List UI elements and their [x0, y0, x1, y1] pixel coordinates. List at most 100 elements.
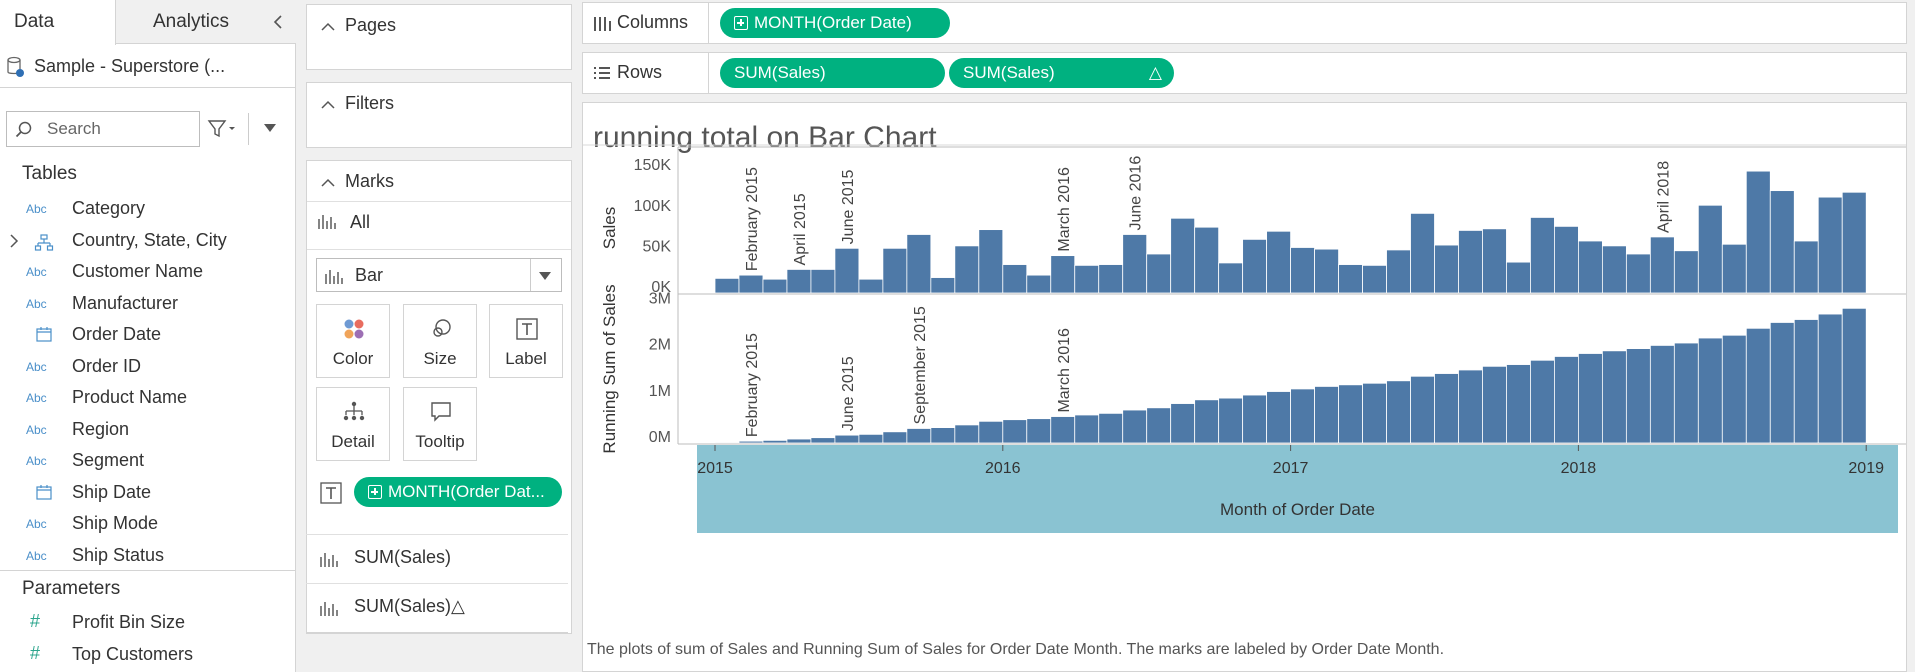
parameter-item[interactable]: # Profit Bin Size — [0, 608, 296, 639]
search-input[interactable] — [45, 116, 195, 142]
running-sum-bar — [858, 433, 884, 444]
field-search-box[interactable] — [6, 111, 200, 147]
field-item[interactable]: Abc Region — [0, 415, 296, 446]
chevron-right-icon[interactable] — [8, 233, 20, 248]
running-sum-bar — [1098, 412, 1124, 444]
tab-data[interactable]: Data — [0, 0, 116, 45]
sales-tick-label: 150K — [634, 157, 672, 174]
columns-pill-text: MONTH(Order Date) — [754, 13, 912, 32]
divider — [307, 249, 571, 250]
field-name: Ship Status — [72, 544, 165, 565]
collapse-pane-icon[interactable] — [268, 12, 288, 32]
plus-box-icon — [734, 16, 748, 30]
date-type-icon — [36, 484, 52, 500]
sales-bar — [858, 278, 884, 294]
running-sum-bar — [1218, 397, 1244, 444]
datasource-item[interactable]: Sample - Superstore (... — [0, 46, 296, 88]
search-icon — [15, 121, 32, 138]
running-sum-bar — [1721, 334, 1747, 444]
columns-shelf[interactable]: Columns MONTH(Order Date) — [582, 2, 1907, 44]
running-sum-bar — [954, 424, 980, 444]
sales-bar — [810, 269, 836, 294]
detail-button[interactable]: Detail — [316, 387, 390, 461]
field-item[interactable]: Abc Ship Mode — [0, 509, 296, 540]
field-item[interactable]: Ship Date — [0, 478, 296, 509]
chevron-down-icon — [539, 272, 551, 280]
field-item[interactable]: Abc Customer Name — [0, 257, 296, 288]
divider — [248, 113, 249, 145]
running-sum-tick-label: 0M — [649, 429, 671, 446]
pane-menu-dropdown-icon[interactable] — [263, 123, 277, 133]
field-item[interactable]: Abc Ship Status — [0, 541, 296, 572]
tooltip-button[interactable]: Tooltip — [403, 387, 477, 461]
marks-tab-label: SUM(Sales) — [354, 547, 452, 567]
field-item[interactable]: Abc Product Name — [0, 383, 296, 414]
marks-all-tab[interactable]: All — [318, 212, 370, 233]
bar-chart-icon — [320, 553, 338, 567]
pages-card-header[interactable]: Pages — [321, 15, 396, 36]
x-axis-tick-label: 2015 — [697, 460, 733, 477]
filters-card-header[interactable]: Filters — [321, 93, 394, 114]
tooltip-icon — [431, 402, 451, 422]
columns-pill-month-order-date[interactable]: MONTH(Order Date) — [720, 8, 950, 38]
sales-bar — [786, 269, 812, 294]
field-item[interactable]: Order Date — [0, 320, 296, 351]
parameter-item[interactable]: # Top Customers — [0, 640, 296, 671]
field-item[interactable]: Abc Segment — [0, 446, 296, 477]
running-sum-bar — [1242, 394, 1268, 444]
running-sum-bar — [1578, 353, 1603, 444]
size-button[interactable]: Size — [403, 304, 477, 378]
string-type-icon: Abc — [26, 422, 47, 437]
rows-pill-running-sum-sales[interactable]: SUM(Sales) △ — [949, 58, 1174, 88]
label-field-pill[interactable]: MONTH(Order Dat... — [354, 477, 562, 507]
sales-bar — [1050, 255, 1076, 294]
rows-pill-text: SUM(Sales) — [963, 63, 1055, 82]
marks-card-header[interactable]: Marks — [321, 171, 394, 192]
string-type-icon: Abc — [26, 517, 47, 531]
running-sum-bar — [930, 427, 956, 444]
string-type-icon: Abc — [26, 265, 47, 279]
sales-bar — [1338, 264, 1363, 294]
sales-bar — [1434, 244, 1459, 294]
field-item[interactable]: Abc Category — [0, 194, 296, 225]
running-sum-bar — [1458, 369, 1483, 444]
sales-bar — [1673, 250, 1699, 294]
sales-bar — [1769, 190, 1795, 294]
divider — [307, 201, 571, 202]
pages-card[interactable]: Pages — [306, 4, 572, 70]
sales-bar — [1266, 230, 1292, 294]
color-button[interactable]: Color — [316, 304, 390, 378]
tab-analytics[interactable]: Analytics — [152, 11, 230, 32]
filters-card[interactable]: Filters — [306, 82, 572, 148]
running-sum-bar — [810, 437, 836, 444]
sales-bar — [1074, 264, 1100, 294]
running-sum-mark-label: March 2016 — [1056, 328, 1073, 413]
field-name: Category — [72, 198, 146, 218]
mark-type-dropdown[interactable]: Bar — [316, 258, 562, 292]
sales-bar — [762, 278, 788, 294]
sales-bar — [1817, 196, 1843, 294]
marks-tab-running-sum[interactable]: SUM(Sales)△ — [306, 583, 568, 633]
field-item[interactable]: Abc Manufacturer — [0, 289, 296, 320]
chart-canvas[interactable]: 0K 50K 100K 150K Sales 0M 1M 2M 3M Running Sum of… — [583, 103, 1906, 633]
field-item[interactable]: Country, State, City — [0, 226, 296, 257]
x-axis-tick-label: 2018 — [1561, 460, 1597, 477]
sales-bar — [906, 234, 932, 294]
field-item[interactable]: Abc Order ID — [0, 352, 296, 383]
sales-bar — [1122, 234, 1148, 294]
running-sum-bar — [1793, 319, 1819, 444]
filter-fields-icon[interactable] — [207, 118, 237, 140]
rows-shelf[interactable]: Rows SUM(Sales) SUM(Sales) △ — [582, 52, 1907, 94]
label-button[interactable]: Label — [489, 304, 563, 378]
sales-mark-label: June 2015 — [840, 169, 857, 244]
running-sum-bar — [1745, 327, 1771, 444]
marks-all-label: All — [350, 212, 371, 232]
sales-bar — [1410, 212, 1435, 294]
rows-label: Rows — [617, 62, 663, 82]
x-axis-title: Month of Order Date — [1220, 500, 1375, 519]
bar-chart-icon — [325, 270, 343, 284]
field-name: Ship Date — [72, 481, 152, 502]
marks-tab-sum-sales[interactable]: SUM(Sales) — [306, 534, 568, 580]
worksheet-caption: The plots of sum of Sales and Running Su… — [587, 641, 1445, 658]
rows-pill-sum-sales[interactable]: SUM(Sales) — [720, 58, 945, 88]
